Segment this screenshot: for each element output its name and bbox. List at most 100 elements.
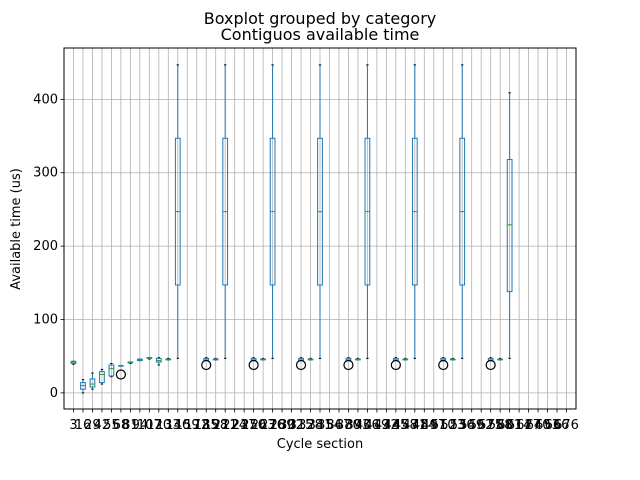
box-group — [174, 64, 181, 359]
box-group — [390, 357, 401, 371]
box-group — [70, 360, 77, 365]
x-tick-label: 120 — [146, 418, 171, 433]
box-group — [485, 357, 496, 371]
box-group — [317, 64, 323, 359]
x-tick-label: 29 — [84, 418, 101, 433]
box-flier — [390, 359, 401, 371]
box-body — [89, 378, 96, 388]
x-tick-label: 302 — [279, 418, 304, 433]
box-group — [411, 64, 418, 359]
x-tick-label: 3 — [69, 418, 77, 433]
x-tick-label: 55 — [103, 418, 120, 433]
x-tick-label: 367 — [327, 418, 352, 433]
x-tick-label: 575 — [478, 418, 503, 433]
x-tick-label: 172 — [184, 418, 209, 433]
box-group — [506, 92, 513, 359]
x-tick-label: 224 — [222, 418, 247, 433]
x-tick-label: 107 — [137, 418, 162, 433]
x-tick-label: 237 — [232, 418, 257, 433]
x-tick-label: 432 — [374, 418, 399, 433]
x-tick-label: 380 — [336, 418, 361, 433]
x-tick-label: 419 — [364, 418, 389, 433]
x-tick-label: 146 — [165, 418, 190, 433]
box-flier — [343, 359, 354, 371]
x-tick-label: 250 — [241, 418, 266, 433]
figure-suptitle: Boxplot grouped by category — [204, 9, 436, 28]
box-group — [438, 357, 449, 371]
y-tick-label: 200 — [33, 239, 58, 254]
box-body — [506, 159, 513, 293]
y-axis-label: Available time (us) — [9, 168, 24, 290]
x-tick-label: 445 — [383, 418, 408, 433]
x-tick-label: 406 — [355, 418, 380, 433]
box-group — [248, 357, 259, 371]
x-tick-label: 289 — [270, 418, 295, 433]
x-tick-label: 601 — [497, 418, 522, 433]
box-group — [307, 357, 314, 361]
chart-title: Contiguos available time — [221, 25, 420, 44]
x-tick-label: 68 — [113, 418, 130, 433]
box-flier — [201, 359, 212, 371]
y-tick-label: 300 — [33, 166, 58, 181]
box-group — [222, 64, 229, 359]
box-group — [99, 368, 105, 385]
x-tick-label: 211 — [213, 418, 238, 433]
y-tick-label: 400 — [33, 92, 58, 107]
box-group — [269, 64, 276, 359]
box-body — [108, 364, 115, 377]
x-tick-label: 627 — [516, 418, 541, 433]
box-group — [449, 357, 456, 361]
box-group — [136, 358, 143, 362]
x-tick-label: 159 — [175, 418, 200, 433]
x-tick-label: 16 — [75, 418, 92, 433]
x-tick-label: 562 — [469, 418, 494, 433]
box-group — [146, 357, 153, 360]
box-group — [127, 361, 134, 365]
y-tick-label: 100 — [33, 312, 58, 327]
x-tick-label: 549 — [459, 418, 484, 433]
box-flier — [485, 359, 496, 371]
x-tick-label: 653 — [535, 418, 560, 433]
x-tick-label: 393 — [346, 418, 371, 433]
x-tick-label: 81 — [122, 418, 139, 433]
x-tick-label: 133 — [156, 418, 181, 433]
box-group — [295, 357, 307, 371]
y-axis-ticks: 0 100 200 300 400 — [33, 92, 64, 401]
box-group — [165, 357, 172, 361]
x-tick-label: 666 — [545, 418, 570, 433]
box-group — [115, 365, 126, 380]
x-tick-label: 510 — [431, 418, 456, 433]
x-tick-label: 185 — [194, 418, 219, 433]
x-axis-ticks: 3162942556881941071201331461591721851982… — [69, 409, 579, 433]
x-tick-label: 315 — [289, 418, 314, 433]
box-group — [459, 64, 466, 359]
box-series — [70, 64, 513, 394]
x-tick-label: 484 — [412, 418, 437, 433]
box-group — [343, 357, 354, 371]
box-group — [201, 357, 212, 371]
x-axis-label: Cycle section — [277, 437, 363, 452]
x-tick-label: 341 — [308, 418, 333, 433]
x-tick-label: 497 — [421, 418, 446, 433]
box-group — [89, 372, 96, 390]
x-tick-label: 588 — [488, 418, 513, 433]
x-tick-label: 523 — [440, 418, 465, 433]
box-flier — [295, 359, 307, 371]
x-tick-label: 536 — [450, 418, 475, 433]
x-tick-label: 198 — [203, 418, 228, 433]
box-flier — [115, 369, 126, 380]
box-group — [260, 357, 266, 361]
box-group — [355, 357, 361, 361]
box-group — [108, 363, 115, 378]
box-group — [402, 357, 409, 361]
x-tick-label: 676 — [554, 418, 579, 433]
x-tick-label: 458 — [393, 418, 418, 433]
box-group — [497, 357, 504, 361]
x-tick-label: 471 — [402, 418, 427, 433]
x-tick-label: 354 — [317, 418, 342, 433]
x-tick-label: 263 — [251, 418, 276, 433]
y-tick-label: 0 — [50, 386, 58, 401]
box-group — [364, 64, 371, 359]
x-tick-label: 276 — [260, 418, 285, 433]
